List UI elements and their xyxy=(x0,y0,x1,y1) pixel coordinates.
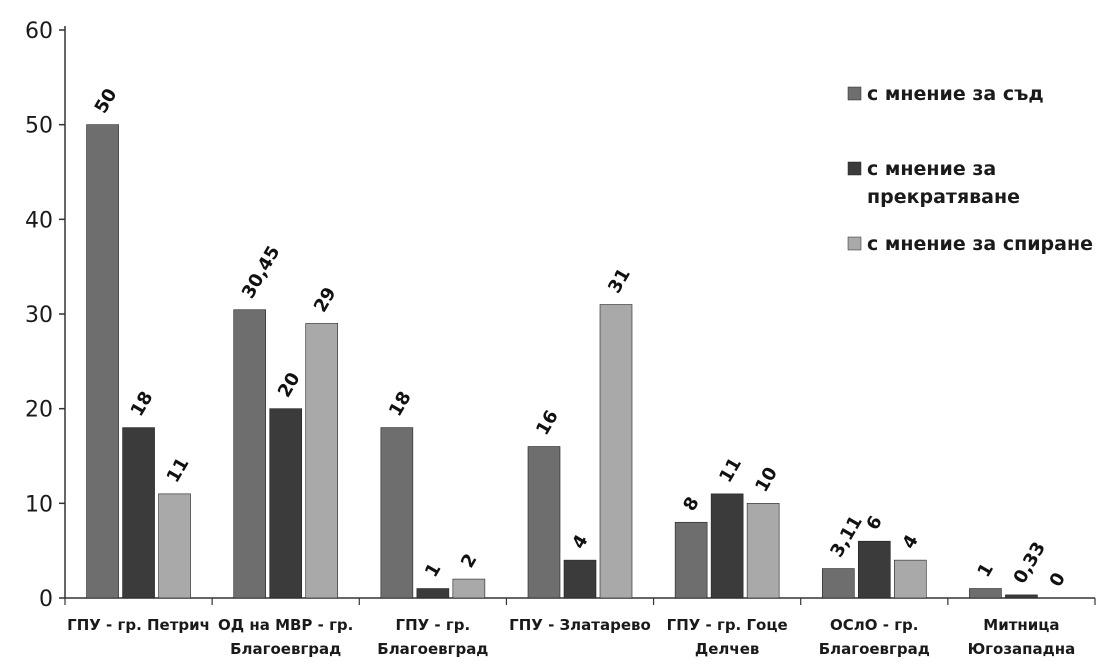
y-tick-label: 20 xyxy=(25,398,53,423)
category-label-line: ГПУ - гр. xyxy=(396,616,471,634)
bar xyxy=(969,588,1002,599)
bar xyxy=(86,124,119,599)
data-label: 6 xyxy=(862,512,886,533)
bar xyxy=(599,304,633,599)
data-label: 29 xyxy=(310,284,341,316)
bar xyxy=(821,568,855,599)
y-tick-label: 60 xyxy=(25,19,53,44)
bar xyxy=(305,323,339,599)
data-label: 2 xyxy=(457,550,481,571)
data-label: 1 xyxy=(421,560,445,581)
bar xyxy=(893,559,927,599)
legend-label-line: с мнение за съд xyxy=(867,83,1044,105)
bar xyxy=(233,309,267,599)
bar xyxy=(710,493,744,599)
category-label-line: ОД на МВР - гр. xyxy=(218,616,353,634)
category-label-line: ГПУ - гр. Гоце xyxy=(667,616,788,634)
category-labels: ГПУ - гр. Петрич ОД на МВР - гр. Благоевгр… xyxy=(67,616,1075,658)
data-label: 4 xyxy=(568,531,592,552)
category-label: ОД на МВР - гр. Благоевград xyxy=(218,616,353,658)
legend-swatch xyxy=(847,161,862,176)
data-label: 11 xyxy=(163,454,194,486)
data-label: 31 xyxy=(604,265,635,297)
legend-label-line: прекратяване xyxy=(867,186,1020,208)
category-label-line: Благоевград xyxy=(377,640,488,658)
category-label: ОСлО - гр. Благоевград xyxy=(819,616,930,658)
legend-label: с мнение за спиране xyxy=(867,233,1093,255)
category-label: ГПУ - Златарево xyxy=(509,616,651,634)
legend-label-line: с мнение за xyxy=(867,158,996,180)
data-label: 11 xyxy=(715,454,746,486)
bar xyxy=(674,521,708,599)
y-tick-label: 40 xyxy=(25,208,53,233)
legend-swatch xyxy=(847,86,862,101)
legend-label: с мнение за прекратяване xyxy=(867,158,1020,208)
category-label: Митница Югозападна xyxy=(968,616,1076,658)
bar xyxy=(452,578,486,599)
category-label-line: Югозападна xyxy=(968,640,1076,658)
category-label-line: ГПУ - гр. Петрич xyxy=(67,616,210,634)
bar xyxy=(746,503,780,599)
legend-label-line: с мнение за спиране xyxy=(867,233,1093,255)
category-label-line: Благоевград xyxy=(819,640,930,658)
legend-label: с мнение за съд xyxy=(867,83,1044,105)
data-label: 20 xyxy=(274,369,305,401)
data-label: 4 xyxy=(898,531,922,552)
bar xyxy=(563,559,597,599)
data-label: 8 xyxy=(679,493,703,514)
data-label: 50 xyxy=(91,85,122,117)
legend-swatch xyxy=(847,236,862,251)
bar xyxy=(158,493,191,599)
data-label: 18 xyxy=(127,388,158,420)
data-label: 16 xyxy=(532,407,563,439)
bars xyxy=(86,124,1038,599)
y-tick-label: 30 xyxy=(25,303,53,328)
y-tick-label: 0 xyxy=(39,587,53,612)
y-tick-label: 50 xyxy=(25,114,53,139)
category-label: ГПУ - гр. Петрич xyxy=(67,616,210,634)
data-label: 0,33 xyxy=(1010,538,1050,587)
category-label-line: Митница xyxy=(983,616,1059,634)
category-label: ГПУ - гр. Гоце Делчев xyxy=(667,616,788,658)
data-label: 1 xyxy=(974,560,998,581)
category-label-line: Благоевград xyxy=(230,640,341,658)
bar xyxy=(857,540,891,599)
bar xyxy=(122,427,155,599)
category-label: ГПУ - гр. Благоевград xyxy=(377,616,488,658)
data-label: 30,45 xyxy=(238,242,285,302)
data-label: 18 xyxy=(385,388,416,420)
data-label: 0 xyxy=(1046,569,1070,590)
category-label-line: ГПУ - Златарево xyxy=(509,616,651,634)
y-tick-label: 10 xyxy=(25,492,53,517)
category-label-line: ОСлО - гр. xyxy=(830,616,918,634)
bar xyxy=(416,588,450,599)
data-label: 10 xyxy=(751,464,782,496)
bar xyxy=(1005,594,1038,599)
bar xyxy=(269,408,303,599)
bar xyxy=(380,427,414,599)
category-label-line: Делчев xyxy=(695,640,759,658)
bar xyxy=(527,446,561,599)
